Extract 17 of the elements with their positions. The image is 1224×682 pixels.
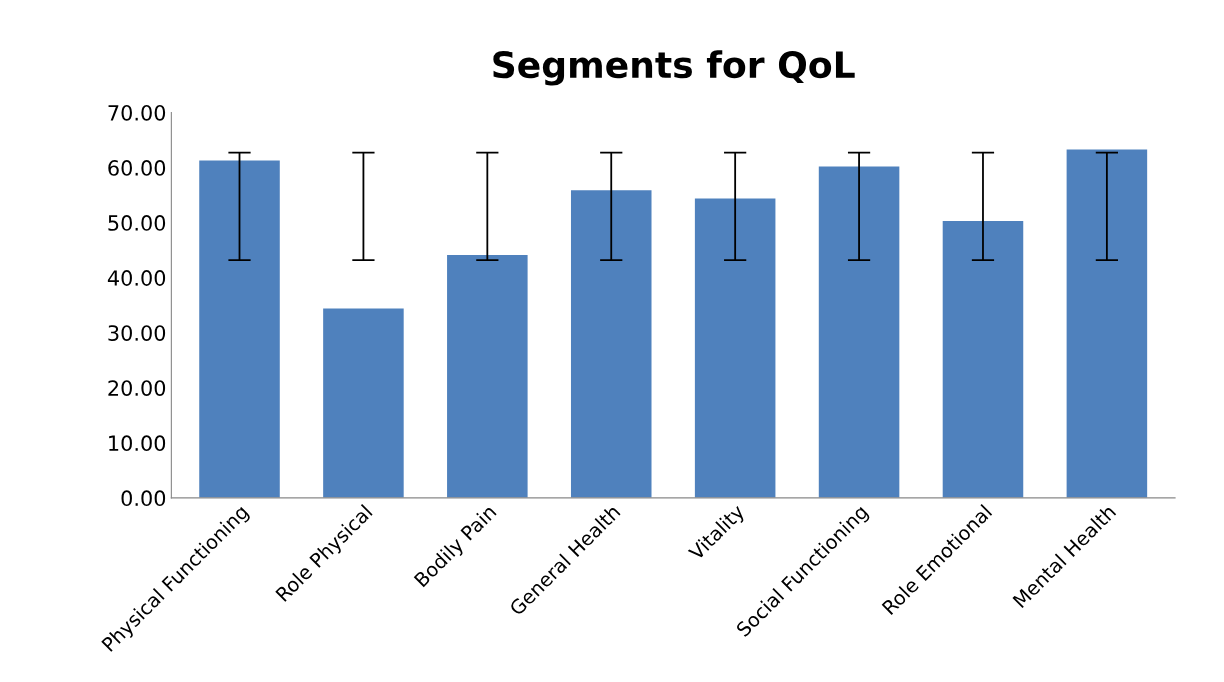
bar [1066,149,1148,498]
bar [570,190,652,498]
bar [942,220,1024,498]
y-tick-label: 60.00 [108,160,166,176]
y-tick-label: 70.00 [108,104,166,121]
bar [199,160,280,498]
bar [694,198,776,498]
y-tick-label: 0.00 [121,490,166,507]
chart-title: Segments for QoL [493,50,855,86]
y-tick-label: 40.00 [107,270,166,286]
y-tick-label: 30.00 [108,325,166,341]
bar [818,166,900,498]
bar [447,255,528,498]
y-tick-label: 10.00 [109,435,166,452]
bar [323,308,404,498]
y-tick-label: 50.00 [108,215,166,231]
y-tick-label: 20.00 [108,380,166,396]
